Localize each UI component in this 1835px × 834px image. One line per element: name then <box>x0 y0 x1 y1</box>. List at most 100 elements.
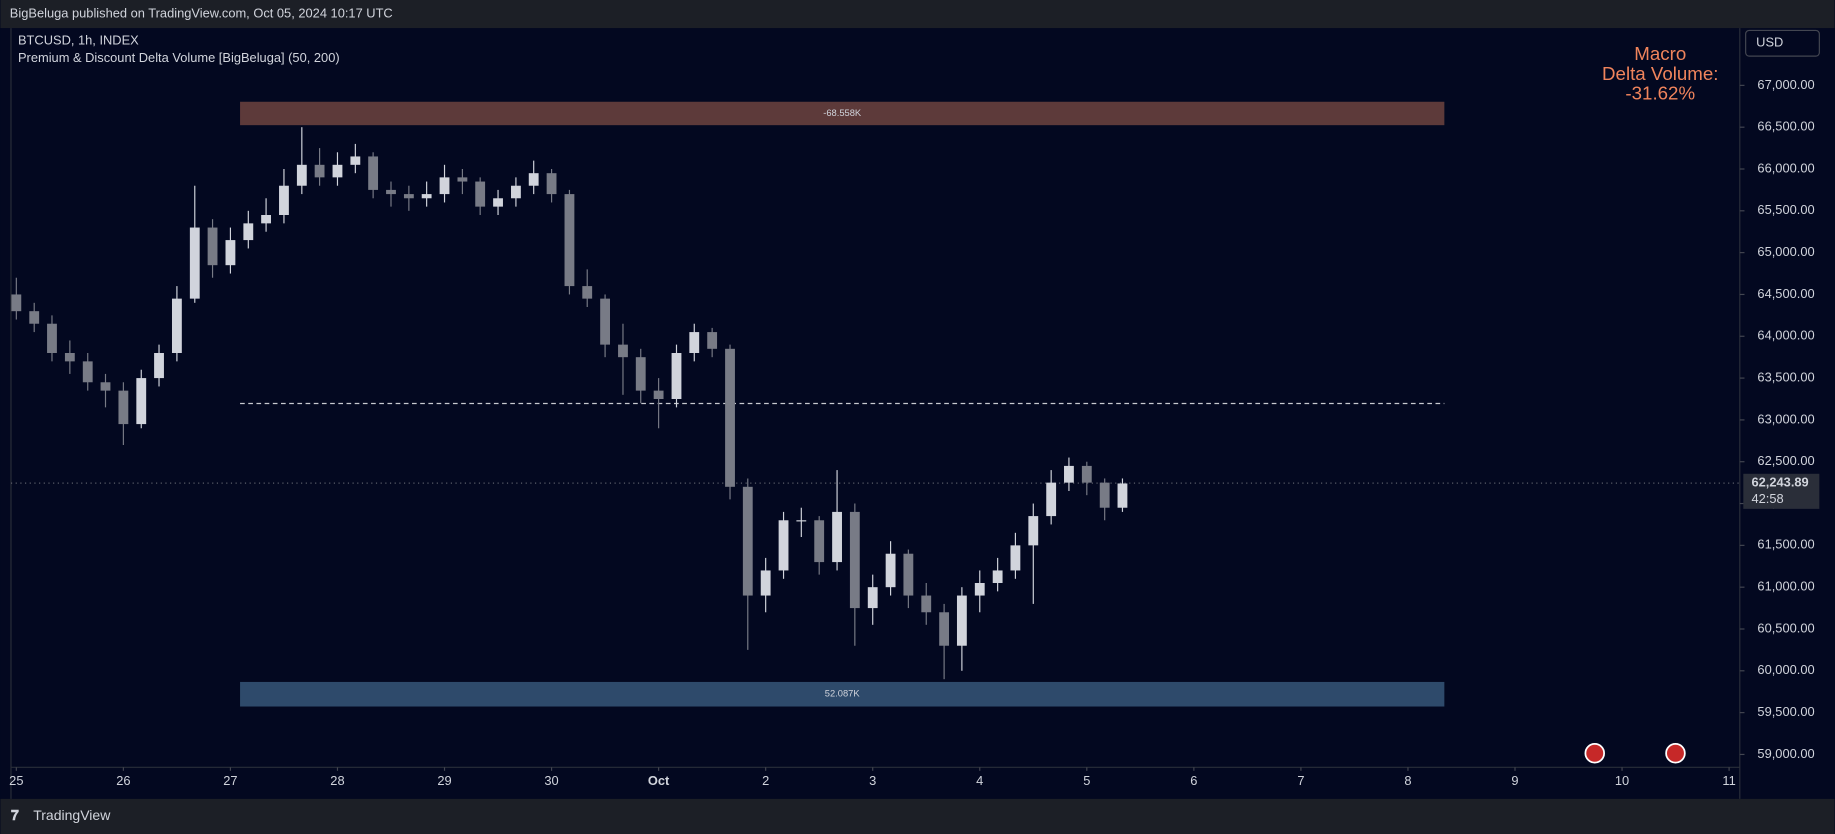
y-tick-label: 67,000.00 <box>1757 77 1814 92</box>
candle-body <box>707 332 718 349</box>
x-tick-label: 9 <box>1511 773 1518 788</box>
candle-body <box>47 323 57 353</box>
y-tick-label: 63,000.00 <box>1757 411 1814 426</box>
candle-body <box>279 185 289 215</box>
candle-body <box>457 177 468 182</box>
event-flags <box>1584 743 1686 764</box>
last-price-label: 62,243.89 <box>1752 475 1809 490</box>
candle-body <box>296 164 307 186</box>
candle-body <box>903 553 914 596</box>
top-bar <box>0 0 1835 29</box>
zone <box>240 101 1445 126</box>
x-tick-label: 28 <box>330 773 344 788</box>
flag-icon[interactable] <box>1665 743 1686 764</box>
candle-body <box>832 511 842 563</box>
candle-body <box>421 194 432 199</box>
y-tick-label: 61,000.00 <box>1757 579 1814 594</box>
x-tick-label: 7 <box>1297 773 1304 788</box>
zone-label: -68.558K <box>823 108 862 118</box>
candle-body <box>332 164 343 178</box>
candle-body <box>243 223 254 241</box>
candle-body <box>867 587 878 609</box>
candle-body <box>118 390 129 425</box>
candle-body <box>1099 482 1110 508</box>
x-tick-label: 8 <box>1404 773 1411 788</box>
candle-body <box>564 194 575 287</box>
candle-body <box>992 570 1003 583</box>
y-tick-label: 60,500.00 <box>1757 620 1814 635</box>
y-tick-label: 66,500.00 <box>1757 119 1814 134</box>
candle-body <box>64 352 75 362</box>
x-tick-label: 11 <box>1722 773 1735 788</box>
y-tick-label: 61,500.00 <box>1757 537 1814 552</box>
candle-body <box>82 361 93 383</box>
candle-body <box>778 520 789 571</box>
y-tick-label: 65,000.00 <box>1757 244 1814 259</box>
candle-body <box>225 240 236 266</box>
x-tick-label: 2 <box>762 773 769 788</box>
candle-body <box>1064 465 1074 483</box>
candle-body <box>849 511 860 609</box>
candle-body <box>974 582 985 596</box>
candle-body <box>1117 483 1128 508</box>
candle-body <box>939 612 950 646</box>
candle-body <box>1010 545 1021 571</box>
candle-body <box>796 520 807 522</box>
zone-label: 52.087K <box>825 689 861 699</box>
candle-body <box>528 173 539 186</box>
candle-body <box>956 595 967 646</box>
last-price-box <box>1743 473 1820 509</box>
candle-body <box>368 156 379 190</box>
candle-body <box>635 357 646 391</box>
candle-body <box>600 298 611 345</box>
x-tick-label: 29 <box>437 773 451 788</box>
zone <box>240 681 1445 707</box>
flag-icon[interactable] <box>1584 743 1605 764</box>
candle-body <box>511 185 521 199</box>
candle-body <box>725 348 735 487</box>
y-tick-label: 64,000.00 <box>1757 328 1814 343</box>
candle-body <box>261 214 271 224</box>
candle-body <box>439 177 450 195</box>
candle-body <box>189 227 200 299</box>
annotation: Macro <box>1634 43 1686 64</box>
candle-body <box>314 164 325 178</box>
annotation: Delta Volume: <box>1602 63 1718 84</box>
candle-body <box>386 189 396 195</box>
candle-body <box>582 286 593 299</box>
candle-body <box>350 156 361 165</box>
candle-body <box>1046 482 1057 517</box>
y-tick-label: 60,000.00 <box>1757 662 1814 677</box>
x-tick-label: 5 <box>1083 773 1090 788</box>
y-tick-label: 59,500.00 <box>1757 704 1814 719</box>
y-tick-label: 59,000.00 <box>1757 746 1814 761</box>
bottom-bar <box>0 798 1835 834</box>
candle-body <box>207 227 218 266</box>
candle-body <box>11 294 22 312</box>
x-tick-label: 25 <box>9 773 23 788</box>
candle-body <box>885 553 896 588</box>
x-tick-label: 4 <box>976 773 983 788</box>
indicator-legend: Premium & Discount Delta Volume [BigBelu… <box>18 50 340 65</box>
currency-label: USD <box>1756 35 1783 50</box>
x-tick-label: 30 <box>544 773 558 788</box>
x-tick-label: Oct <box>648 773 670 788</box>
annotation: -31.62% <box>1625 83 1695 104</box>
countdown-label: 42:58 <box>1752 491 1784 506</box>
symbol-legend: BTCUSD, 1h, INDEX <box>18 32 139 47</box>
publisher: BigBeluga published on TradingView.com, … <box>10 5 393 20</box>
candle-body <box>671 352 682 399</box>
candle-body <box>760 570 771 596</box>
candle-body <box>921 595 932 613</box>
y-tick-label: 65,500.00 <box>1757 202 1814 217</box>
x-tick-label: 26 <box>116 773 130 788</box>
candle-body <box>493 198 503 207</box>
candle-body <box>29 311 40 324</box>
candle-body <box>653 390 664 399</box>
candle-body <box>1028 516 1039 546</box>
currency-button[interactable] <box>1745 29 1820 57</box>
candle-body <box>546 173 557 195</box>
candle-body <box>100 382 111 391</box>
candle-body <box>814 520 825 563</box>
